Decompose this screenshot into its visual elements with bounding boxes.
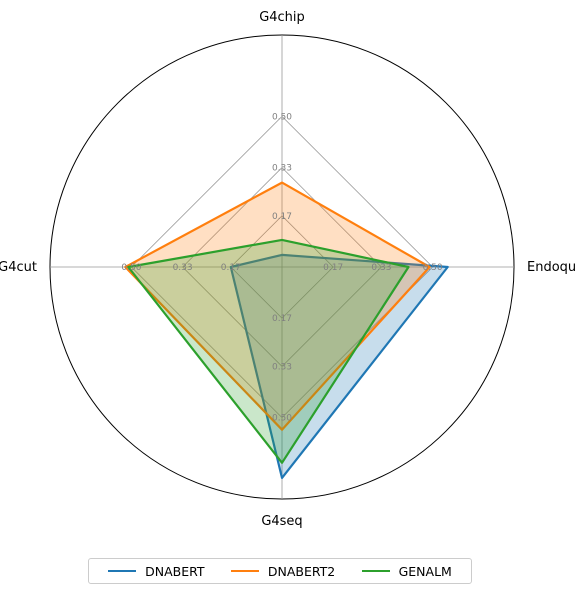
tick-label: 0.17 bbox=[272, 314, 292, 324]
radar-grid bbox=[49, 34, 515, 500]
legend-item-genalm: GENALM bbox=[361, 563, 452, 579]
tick-label: 0.33 bbox=[272, 362, 292, 372]
tick-label: 0.33 bbox=[173, 263, 193, 273]
tick-label: 0.33 bbox=[272, 164, 292, 174]
grid-ring-2 bbox=[182, 167, 382, 367]
axis-label-endoquad: Endoquad bbox=[527, 260, 576, 275]
tick-label: 0.17 bbox=[221, 263, 241, 273]
radar-series bbox=[124, 181, 449, 479]
tick-label: 0.50 bbox=[121, 263, 141, 273]
legend-label: GENALM bbox=[398, 563, 452, 579]
axis-label-g4cut: G4cut bbox=[0, 260, 37, 275]
legend-item-dnabert: DNABERT bbox=[108, 563, 205, 579]
legend-swatch bbox=[108, 570, 137, 572]
tick-label: 0.33 bbox=[371, 263, 391, 273]
tick-label: 0.50 bbox=[272, 112, 292, 122]
legend: DNABERT DNABERT2 GENALM bbox=[88, 558, 472, 584]
grid-ring-3 bbox=[130, 115, 434, 419]
legend-swatch bbox=[230, 570, 259, 572]
legend-label: DNABERT2 bbox=[267, 563, 336, 579]
axis-label-g4chip: G4chip bbox=[259, 10, 305, 25]
tick-label: 0.17 bbox=[272, 212, 292, 222]
series-dnabert2 bbox=[124, 181, 431, 431]
axis-label-g4seq: G4seq bbox=[261, 514, 302, 529]
legend-item-dnabert2: DNABERT2 bbox=[230, 563, 336, 579]
legend-swatch bbox=[361, 570, 390, 572]
radar-labels: 0.17 0.17 0.17 0.17 0.33 0.33 0.33 0.33 0.50 0.50… bbox=[0, 10, 576, 529]
tick-label: 0.50 bbox=[423, 263, 443, 273]
tick-label: 0.50 bbox=[272, 414, 292, 424]
series-genalm bbox=[127, 238, 410, 464]
legend-label: DNABERT bbox=[145, 563, 205, 579]
tick-label: 0.17 bbox=[323, 263, 343, 273]
grid-ring-1 bbox=[230, 215, 334, 319]
